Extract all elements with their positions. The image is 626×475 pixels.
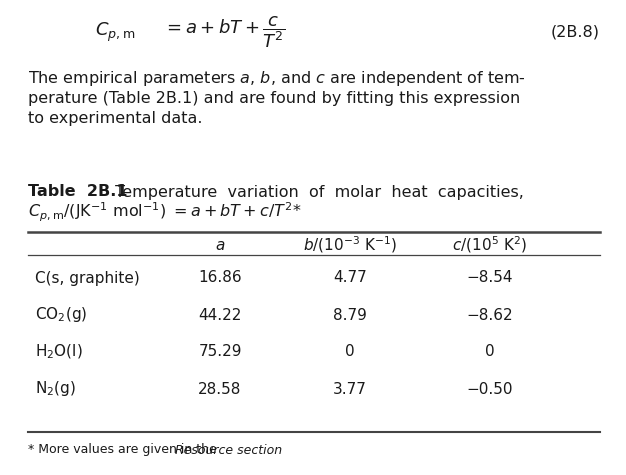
Text: 16.86: 16.86	[198, 270, 242, 285]
Text: 0: 0	[485, 344, 495, 360]
Text: $C_{p,\mathrm{m}}$/(JK$^{-1}$ mol$^{-1}$) $= a + bT + c/T^{2}$*: $C_{p,\mathrm{m}}$/(JK$^{-1}$ mol$^{-1}$…	[28, 200, 302, 224]
Text: H$_2$O(l): H$_2$O(l)	[35, 343, 83, 361]
Text: 0: 0	[345, 344, 355, 360]
Text: .: .	[267, 444, 271, 456]
Text: 44.22: 44.22	[198, 307, 242, 323]
Text: The empirical parameters $a$, $b$, and $c$ are independent of tem-: The empirical parameters $a$, $b$, and $…	[28, 68, 526, 87]
Text: to experimental data.: to experimental data.	[28, 111, 202, 125]
Text: $c$/(10$^{5}$ K$^{2}$): $c$/(10$^{5}$ K$^{2}$)	[453, 235, 528, 256]
Text: 3.77: 3.77	[333, 381, 367, 397]
Text: $b$/(10$^{-3}$ K$^{-1}$): $b$/(10$^{-3}$ K$^{-1}$)	[303, 235, 397, 256]
Text: 28.58: 28.58	[198, 381, 242, 397]
Text: −8.62: −8.62	[467, 307, 513, 323]
Text: * More values are given in the: * More values are given in the	[28, 444, 221, 456]
Text: 75.29: 75.29	[198, 344, 242, 360]
Text: $a$: $a$	[215, 238, 225, 253]
Text: −0.50: −0.50	[467, 381, 513, 397]
Text: Table  2B.1: Table 2B.1	[28, 184, 128, 200]
Text: (2B.8): (2B.8)	[551, 25, 600, 39]
Text: Temperature  variation  of  molar  heat  capacities,: Temperature variation of molar heat capa…	[110, 184, 524, 200]
Text: −8.54: −8.54	[467, 270, 513, 285]
Text: perature (Table 2B.1) and are found by fitting this expression: perature (Table 2B.1) and are found by f…	[28, 91, 520, 105]
Text: 4.77: 4.77	[333, 270, 367, 285]
Text: C(s, graphite): C(s, graphite)	[35, 270, 140, 285]
Text: $=a+bT+\dfrac{c}{T^2}$: $=a+bT+\dfrac{c}{T^2}$	[163, 14, 285, 50]
Text: Resource section: Resource section	[175, 444, 282, 456]
Text: N$_2$(g): N$_2$(g)	[35, 380, 76, 399]
Text: $C_{p,\mathrm{m}}$: $C_{p,\mathrm{m}}$	[95, 20, 135, 44]
Text: 8.79: 8.79	[333, 307, 367, 323]
Text: CO$_2$(g): CO$_2$(g)	[35, 305, 87, 324]
